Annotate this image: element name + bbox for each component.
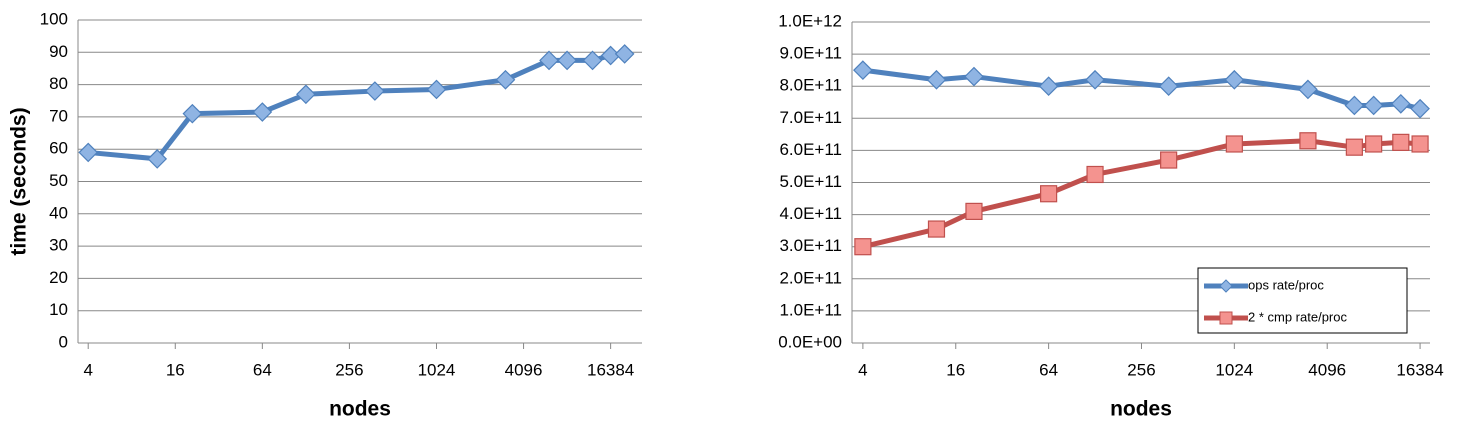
marker <box>1344 95 1365 116</box>
y-tick-label: 6.0E+11 <box>779 140 842 159</box>
y-tick-label: 2.0E+11 <box>779 268 842 287</box>
marker <box>964 66 984 87</box>
y-tick-label: 10 <box>49 300 68 319</box>
y-tick-label: 4.0E+11 <box>779 204 842 223</box>
legend-marker <box>1219 279 1233 293</box>
y-tick-label: 80 <box>49 74 68 93</box>
marker <box>1086 165 1104 184</box>
y-tick-label: 70 <box>49 106 68 125</box>
marker <box>853 60 873 80</box>
y-tick-label: 7.0E+11 <box>779 108 842 127</box>
y-tick-label: 0.0E+00 <box>778 332 842 351</box>
marker <box>1411 135 1429 153</box>
legend-label: 2 * cmp rate/proc <box>1248 309 1347 324</box>
y-tick-label: 40 <box>49 203 68 222</box>
marker <box>1160 151 1178 169</box>
marker <box>614 44 635 64</box>
y-tick-label: 5.0E+11 <box>779 172 842 191</box>
marker <box>1085 69 1105 90</box>
x-tick-label: 256 <box>1127 360 1155 379</box>
marker <box>1392 133 1410 151</box>
marker <box>252 102 273 122</box>
x-tick-label: 4 <box>83 360 92 379</box>
x-tick-label: 256 <box>335 360 363 379</box>
x-axis-title: nodes <box>1110 398 1172 421</box>
series-line <box>85 51 628 162</box>
marker <box>78 142 99 163</box>
marker <box>965 202 983 220</box>
y-tick-label: 3.0E+11 <box>779 236 842 255</box>
marker <box>1345 138 1363 156</box>
marker <box>557 50 577 71</box>
marker <box>1224 69 1245 90</box>
marker <box>296 84 316 105</box>
marker <box>1299 132 1317 150</box>
marker <box>147 149 168 169</box>
x-axis-title: nodes <box>329 398 391 421</box>
x-tick-label: 16 <box>946 360 965 379</box>
legend-marker <box>1219 311 1233 325</box>
marker <box>1038 76 1059 97</box>
marker <box>1363 95 1384 116</box>
marker <box>854 238 872 256</box>
y-tick-label: 8.0E+11 <box>779 76 842 95</box>
y-tick-label: 100 <box>40 9 68 28</box>
series-line <box>860 138 1423 250</box>
y-tick-label: 90 <box>49 42 68 61</box>
marker <box>927 220 946 238</box>
legend <box>1197 267 1408 334</box>
marker <box>926 69 947 90</box>
x-tick-label: 16384 <box>1396 360 1443 379</box>
x-tick-label: 64 <box>253 360 272 379</box>
x-tick-label: 64 <box>1039 360 1058 379</box>
marker <box>1410 98 1430 119</box>
marker <box>182 103 203 124</box>
marker <box>1390 94 1411 114</box>
marker <box>365 81 385 101</box>
y-tick-label: 0 <box>59 332 68 351</box>
y-tick-label: 20 <box>49 268 68 287</box>
marker <box>1040 185 1058 203</box>
x-tick-label: 16384 <box>587 360 634 379</box>
y-tick-label: 50 <box>49 171 68 190</box>
marker <box>1298 79 1318 100</box>
series-line <box>860 67 1423 112</box>
legend-label: ops rate/proc <box>1248 277 1324 292</box>
marker <box>495 69 516 90</box>
y-tick-label: 60 <box>49 139 68 158</box>
marker <box>539 50 559 71</box>
marker <box>426 79 447 100</box>
x-tick-label: 16 <box>166 360 185 379</box>
marker <box>1225 135 1243 153</box>
x-tick-label: 4096 <box>1308 360 1346 379</box>
marker <box>1365 135 1383 153</box>
y-tick-label: 1.0E+12 <box>778 11 842 30</box>
marker <box>582 50 603 71</box>
y-tick-label: 30 <box>49 236 68 255</box>
x-tick-label: 4096 <box>505 360 543 379</box>
y-tick-label: 1.0E+11 <box>779 300 842 319</box>
x-tick-label: 4 <box>858 360 867 379</box>
y-tick-label: 9.0E+11 <box>779 44 842 63</box>
marker <box>1158 76 1179 97</box>
y-axis-title: time (seconds) <box>8 107 31 255</box>
x-tick-label: 1024 <box>1215 360 1253 379</box>
x-tick-label: 1024 <box>418 360 456 379</box>
